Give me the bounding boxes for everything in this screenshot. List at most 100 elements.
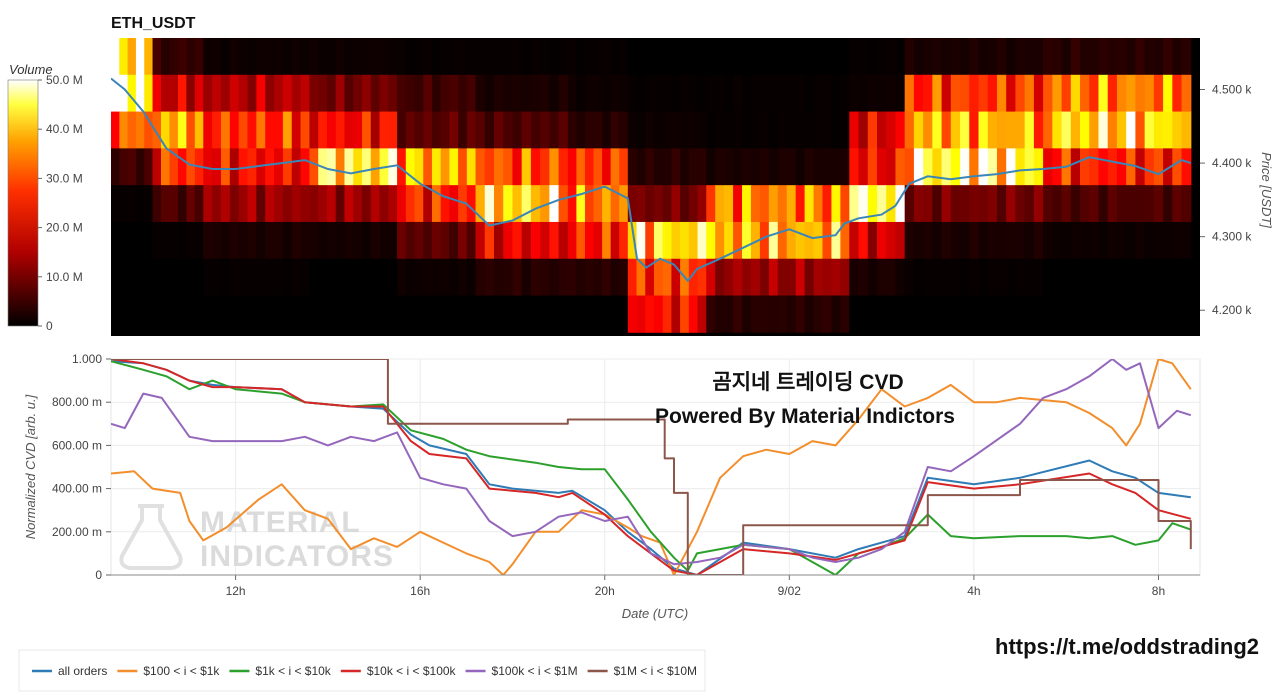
heatmap-cell bbox=[274, 38, 284, 76]
heatmap-cell bbox=[840, 258, 850, 297]
telegram-link[interactable]: https://t.me/oddstrading2 bbox=[995, 634, 1259, 659]
heatmap-cell bbox=[344, 38, 354, 76]
heatmap-cell bbox=[203, 148, 213, 186]
heatmap-cell bbox=[326, 221, 337, 260]
heatmap-cell bbox=[969, 148, 980, 186]
heatmap-cell bbox=[440, 295, 450, 333]
heatmap-cell bbox=[671, 74, 681, 113]
heatmap-cell bbox=[326, 111, 337, 149]
heatmap-cell bbox=[804, 185, 815, 223]
heatmap-cell bbox=[1098, 185, 1109, 223]
heatmap-cell bbox=[786, 38, 797, 76]
heatmap-cell bbox=[300, 185, 311, 223]
heatmap-cell bbox=[484, 148, 495, 186]
heatmap-cell bbox=[135, 38, 145, 76]
heatmap-cell bbox=[362, 258, 372, 297]
heatmap-cell bbox=[768, 38, 779, 76]
heatmap-cell bbox=[247, 38, 257, 76]
heatmap-cell bbox=[353, 38, 363, 76]
heatmap-cell bbox=[423, 221, 433, 260]
heatmap-cell bbox=[576, 185, 586, 223]
heatmap-cell bbox=[449, 38, 459, 76]
heatmap-cell bbox=[388, 221, 398, 260]
heatmap-cell bbox=[858, 221, 869, 260]
heatmap-cell bbox=[786, 111, 797, 149]
heatmap-cell bbox=[423, 148, 433, 186]
heatmap-cell bbox=[1144, 258, 1155, 297]
heatmap-cell bbox=[431, 185, 442, 223]
heatmap-cell bbox=[1024, 295, 1035, 333]
heatmap-cell bbox=[932, 38, 943, 76]
heatmap-cell bbox=[1126, 111, 1136, 149]
heatmap-cell bbox=[706, 111, 716, 149]
heatmap-cell bbox=[212, 185, 222, 223]
x-axis-label: Date (UTC) bbox=[622, 606, 688, 621]
heatmap-cell bbox=[671, 148, 681, 186]
heatmap-cell bbox=[1144, 295, 1155, 333]
heatmap-cell bbox=[645, 148, 655, 186]
heatmap-cell bbox=[1181, 295, 1192, 333]
heatmap-cell bbox=[194, 185, 204, 223]
heatmap-cell bbox=[1144, 148, 1155, 186]
heatmap-cell bbox=[576, 221, 586, 260]
heatmap-cell bbox=[521, 111, 532, 149]
heatmap-cell bbox=[1116, 111, 1127, 149]
cvd-x-axis-ticks: 12h 16h 20h 9/02 4h 8h bbox=[111, 574, 1200, 598]
heatmap-cell bbox=[950, 74, 961, 113]
heatmap-cell bbox=[593, 295, 603, 333]
heatmap-cell bbox=[414, 38, 424, 76]
heatmap-cell bbox=[1052, 38, 1063, 76]
heatmap-cell bbox=[777, 185, 788, 223]
heatmap-cell bbox=[265, 295, 275, 333]
heatmap-cell bbox=[1107, 221, 1118, 260]
heatmap-cell bbox=[540, 74, 550, 113]
heatmap-cell bbox=[715, 111, 725, 149]
heatmap-cell bbox=[923, 38, 933, 76]
heatmap-cell bbox=[987, 221, 998, 260]
cvd-y-tick-label: 600.00 m bbox=[52, 438, 102, 452]
heatmap-cell bbox=[593, 38, 603, 76]
legend-label: $1M < i < $10M bbox=[614, 664, 697, 678]
heatmap-cell bbox=[1153, 38, 1164, 76]
heatmap-cell bbox=[688, 295, 699, 333]
heatmap-cell bbox=[831, 38, 841, 76]
heatmap-cell bbox=[119, 185, 129, 223]
heatmap-cell bbox=[449, 221, 459, 260]
heatmap-cell bbox=[987, 111, 998, 149]
heatmap-cell bbox=[768, 295, 779, 333]
heatmap-cell bbox=[169, 295, 179, 333]
heatmap-cell bbox=[423, 38, 433, 76]
heatmap-cell bbox=[203, 258, 213, 297]
heatmap-cell bbox=[475, 111, 486, 149]
heatmap-cell bbox=[795, 185, 806, 223]
heatmap-cell bbox=[584, 38, 595, 76]
heatmap-cell bbox=[449, 295, 459, 333]
heatmap-cell bbox=[662, 221, 672, 260]
heatmap-cell bbox=[397, 74, 407, 113]
heatmap-cell bbox=[152, 74, 162, 113]
heatmap-cell bbox=[282, 221, 293, 260]
heatmap-cell bbox=[405, 221, 416, 260]
heatmap-cell bbox=[186, 258, 196, 297]
heatmap-cell bbox=[688, 148, 699, 186]
heatmap-cell bbox=[111, 74, 120, 113]
heatmap-cell bbox=[229, 185, 240, 223]
heatmap-cell bbox=[960, 111, 970, 149]
heatmap-cell bbox=[653, 295, 664, 333]
heatmap-cell bbox=[804, 38, 815, 76]
heatmap-cell bbox=[475, 148, 486, 186]
heatmap-cell bbox=[135, 74, 145, 113]
heatmap-cell bbox=[1144, 111, 1155, 149]
heatmap-cell bbox=[291, 258, 302, 297]
heatmap-cell bbox=[111, 111, 120, 149]
heatmap-cell bbox=[733, 74, 743, 113]
heatmap-cell bbox=[759, 258, 770, 297]
heatmap-cell bbox=[786, 221, 797, 260]
heatmap-cell bbox=[610, 74, 620, 113]
heatmap-cell bbox=[978, 185, 989, 223]
heatmap-cell bbox=[777, 74, 788, 113]
heatmap-cell bbox=[662, 111, 672, 149]
heatmap-cell bbox=[194, 221, 204, 260]
heatmap-cell bbox=[177, 185, 187, 223]
